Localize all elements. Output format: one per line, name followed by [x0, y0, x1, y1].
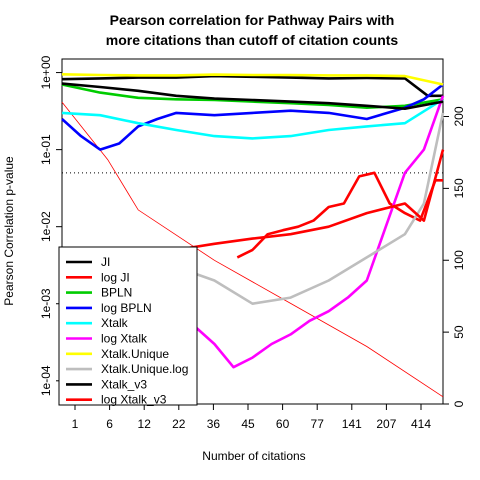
legend-label: log BPLN	[101, 301, 152, 315]
legend-box	[58, 246, 198, 406]
legend-label: log Xtalk	[101, 332, 148, 346]
y-right-tick-label: 0	[452, 400, 466, 407]
x-tick-label: 45	[241, 417, 255, 431]
x-tick-label: 36	[207, 417, 221, 431]
x-tick-label: 414	[411, 417, 431, 431]
x-axis-ticks: 1 6 12 22 36 45 60 77 141 207 414	[72, 404, 431, 431]
chart-title: Pearson correlation for Pathway Pairs wi…	[106, 12, 399, 48]
series-line-log-bpln	[61, 83, 444, 151]
series-line-ji	[61, 74, 443, 98]
chart-title-line-2: more citations than cutoff of citation c…	[106, 32, 399, 48]
x-tick-label: 6	[106, 417, 113, 431]
series-line-xtalk-v3	[61, 82, 444, 110]
chart-title-line-1: Pearson correlation for Pathway Pairs wi…	[110, 12, 395, 28]
legend-label: Xtalk.Unique.log	[101, 362, 188, 376]
series-line-xtalk-unique	[61, 73, 444, 86]
y-left-tick-label: 1e-03	[39, 288, 53, 319]
x-tick-label: 60	[276, 417, 290, 431]
y-left-tick-label: 1e-02	[39, 211, 53, 242]
x-tick-label: 77	[311, 417, 325, 431]
legend-label: Xtalk_v3	[101, 377, 147, 391]
x-tick-label: 12	[138, 417, 152, 431]
x-axis-label: Number of citations	[202, 449, 305, 463]
y-right-tick-label: 50	[452, 325, 466, 339]
y-right-tick-label: 100	[452, 250, 466, 270]
legend-label: JI	[101, 255, 110, 269]
y-axis-left-ticks: 1e-04 1e-03 1e-02 1e-01 1e+00	[39, 55, 62, 396]
legend-label: Xtalk	[101, 316, 129, 330]
y-right-tick-label: 200	[452, 106, 466, 126]
x-tick-label: 22	[172, 417, 186, 431]
y-left-tick-label: 1e+00	[39, 55, 53, 89]
legend-label: BPLN	[101, 286, 132, 300]
series-line-log-xtalk	[175, 95, 445, 369]
y-axis-right-ticks: 0 50 100 150 200	[443, 106, 466, 407]
legend-label: log Xtalk_v3	[101, 393, 167, 407]
y-left-tick-label: 1e-04	[39, 365, 53, 396]
legend-label: Xtalk.Unique	[101, 347, 169, 361]
plot-frame	[61, 58, 444, 405]
x-tick-label: 207	[376, 417, 396, 431]
series-line-xtalk-unique-log	[175, 112, 445, 306]
legend-label: log JI	[101, 270, 130, 284]
decreasing-curve	[61, 101, 444, 398]
x-tick-label: 1	[72, 417, 79, 431]
x-tick-label: 141	[342, 417, 362, 431]
y-axis-label: Pearson Correlation p-value	[2, 156, 16, 306]
series-line-log-ji	[236, 171, 443, 259]
series-line-xtalk	[61, 98, 444, 140]
y-right-tick-label: 150	[452, 178, 466, 198]
y-left-tick-label: 1e-01	[39, 134, 53, 165]
